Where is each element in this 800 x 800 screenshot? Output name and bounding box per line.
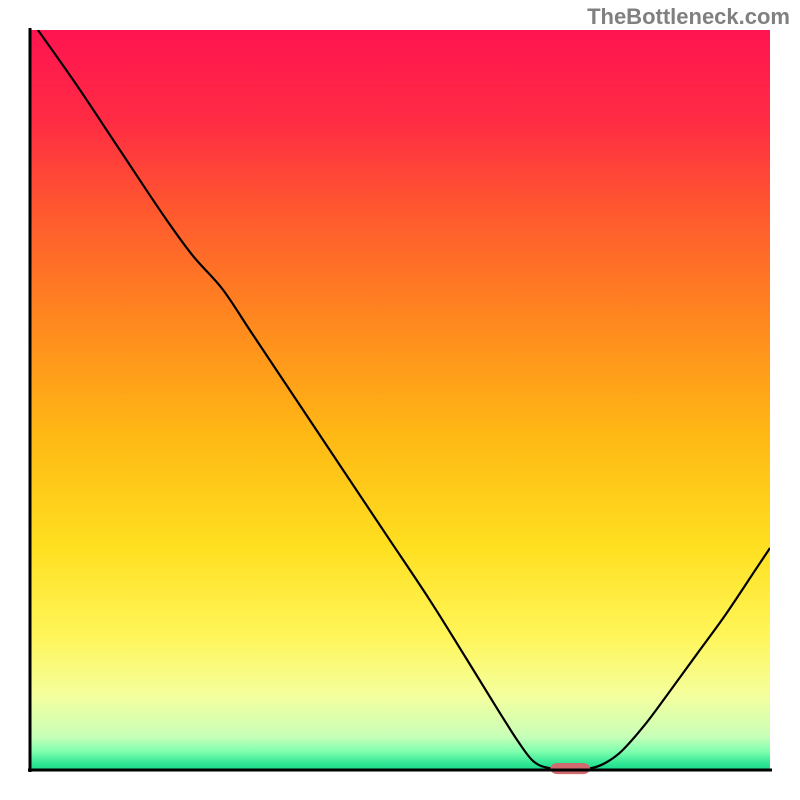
gradient-background bbox=[30, 30, 770, 770]
chart-container: TheBottleneck.com bbox=[0, 0, 800, 800]
bottleneck-chart bbox=[0, 0, 800, 800]
watermark-text: TheBottleneck.com bbox=[587, 4, 790, 30]
